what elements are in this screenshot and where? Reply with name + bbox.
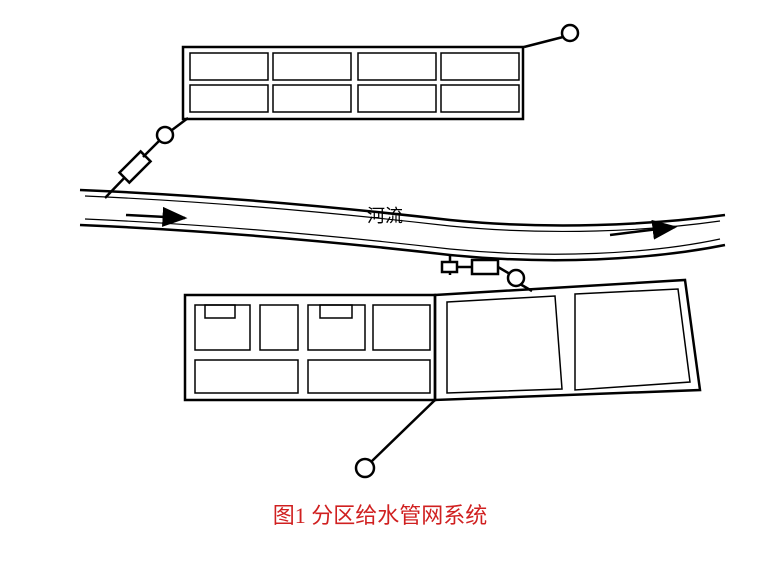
- figure-caption: 图1 分区给水管网系统: [0, 498, 760, 530]
- water-supply-diagram: 河流: [0, 0, 760, 566]
- caption-text: 图1 分区给水管网系统: [273, 503, 488, 528]
- svg-text:河流: 河流: [367, 206, 403, 226]
